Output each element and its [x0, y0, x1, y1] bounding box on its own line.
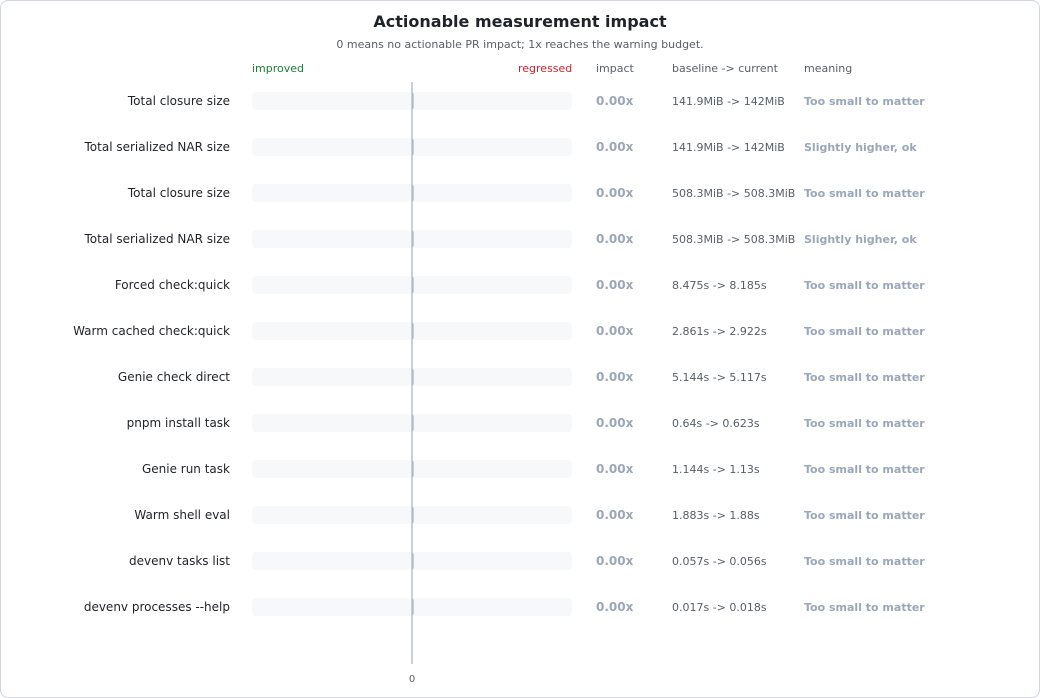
meaning-value: Too small to matter [804, 325, 925, 338]
impact-value: 0.00x [596, 140, 634, 154]
x-tick-label: 0 [409, 674, 415, 685]
baseline-current-value: 0.017s -> 0.018s [672, 601, 767, 614]
row-label: Total serialized NAR size [84, 140, 230, 154]
impact-value: 0.00x [596, 232, 634, 246]
chart-subtitle: 0 means no actionable PR impact; 1x reac… [336, 38, 704, 51]
impact-value: 0.00x [596, 508, 634, 522]
baseline-current-value: 1.883s -> 1.88s [672, 509, 760, 522]
meaning-value: Slightly higher, ok [804, 141, 917, 154]
header-meaning: meaning [804, 62, 853, 75]
baseline-current-value: 2.861s -> 2.922s [672, 325, 767, 338]
baseline-current-value: 141.9MiB -> 142MiB [672, 95, 785, 108]
impact-value: 0.00x [596, 324, 634, 338]
header-improved: improved [252, 62, 305, 75]
row-label: Total closure size [127, 94, 230, 108]
header-baseline-current: baseline -> current [672, 62, 778, 75]
row-label: Warm shell eval [134, 508, 230, 522]
meaning-value: Too small to matter [804, 279, 925, 292]
row-label: devenv tasks list [129, 554, 230, 568]
row-label: pnpm install task [127, 416, 230, 430]
impact-value: 0.00x [596, 416, 634, 430]
meaning-value: Too small to matter [804, 187, 925, 200]
row-label: Warm cached check:quick [73, 324, 230, 338]
row-label: Genie check direct [118, 370, 230, 384]
impact-value: 0.00x [596, 600, 634, 614]
row-label: devenv processes --help [84, 600, 230, 614]
row-label: Forced check:quick [115, 278, 230, 292]
baseline-current-value: 508.3MiB -> 508.3MiB [672, 187, 795, 200]
header-impact: impact [596, 62, 634, 75]
baseline-current-value: 5.144s -> 5.117s [672, 371, 767, 384]
meaning-value: Too small to matter [804, 95, 925, 108]
baseline-current-value: 141.9MiB -> 142MiB [672, 141, 785, 154]
baseline-current-value: 1.144s -> 1.13s [672, 463, 760, 476]
row-label: Total serialized NAR size [84, 232, 230, 246]
row-label: Total closure size [127, 186, 230, 200]
impact-value: 0.00x [596, 370, 634, 384]
meaning-value: Too small to matter [804, 463, 925, 476]
row-label: Genie run task [142, 462, 230, 476]
meaning-value: Slightly higher, ok [804, 233, 917, 246]
meaning-value: Too small to matter [804, 555, 925, 568]
chart-title: Actionable measurement impact [373, 12, 667, 31]
baseline-current-value: 508.3MiB -> 508.3MiB [672, 233, 795, 246]
impact-value: 0.00x [596, 278, 634, 292]
baseline-current-value: 0.057s -> 0.056s [672, 555, 767, 568]
impact-value: 0.00x [596, 554, 634, 568]
impact-value: 0.00x [596, 94, 634, 108]
meaning-value: Too small to matter [804, 509, 925, 522]
impact-value: 0.00x [596, 186, 634, 200]
baseline-current-value: 8.475s -> 8.185s [672, 279, 767, 292]
meaning-value: Too small to matter [804, 601, 925, 614]
meaning-value: Too small to matter [804, 371, 925, 384]
meaning-value: Too small to matter [804, 417, 925, 430]
header-regressed: regressed [518, 62, 573, 75]
impact-value: 0.00x [596, 462, 634, 476]
baseline-current-value: 0.64s -> 0.623s [672, 417, 760, 430]
